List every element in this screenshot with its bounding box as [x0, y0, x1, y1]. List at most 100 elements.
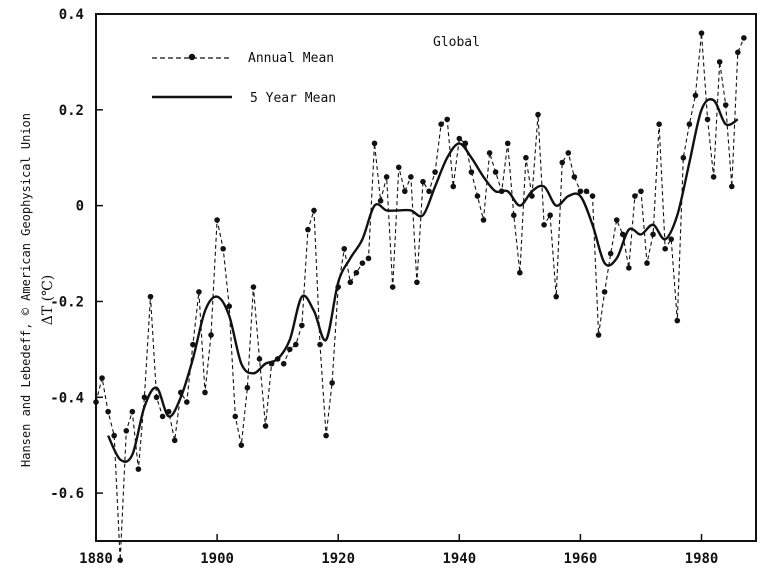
- annual-mean-point: [577, 188, 584, 195]
- annual-mean-point: [692, 92, 699, 99]
- annual-mean-point: [196, 289, 202, 295]
- annual-mean-point: [728, 183, 735, 190]
- y-axis-credit: Hansen and Lebedeff, © American Geophysi…: [19, 113, 33, 467]
- annual-mean-point: [377, 198, 384, 204]
- annual-mean-point: [619, 231, 626, 238]
- annual-mean-point: [523, 154, 529, 161]
- annual-mean-point: [135, 466, 142, 472]
- annual-mean-point: [420, 178, 426, 185]
- y-tick-label: 0.4: [59, 7, 84, 23]
- annual-mean-line: [95, 33, 745, 561]
- annual-mean-point: [111, 432, 117, 439]
- annual-mean-point: [123, 428, 130, 434]
- annual-mean-point: [601, 289, 608, 295]
- annual-mean-point: [432, 169, 438, 175]
- annual-mean-point: [317, 341, 323, 348]
- annual-mean-point: [389, 284, 396, 290]
- annual-mean-point: [517, 269, 523, 276]
- annual-mean-point: [704, 116, 711, 123]
- x-tick-label: 1920: [321, 551, 355, 567]
- annual-mean-point: [510, 212, 517, 219]
- annual-mean-point: [256, 356, 263, 362]
- annual-mean-point: [190, 341, 196, 348]
- annual-mean-point: [147, 293, 154, 300]
- annual-mean-point: [341, 245, 348, 252]
- annual-mean-point: [450, 183, 457, 190]
- annual-mean-point: [638, 188, 644, 195]
- annual-mean-point: [716, 59, 723, 65]
- annual-mean-point: [262, 423, 269, 429]
- annual-mean-point: [214, 217, 220, 223]
- annual-mean-point: [710, 174, 717, 180]
- annual-mean-point: [286, 346, 293, 353]
- annual-mean-point: [595, 332, 602, 338]
- annual-mean-point: [311, 207, 317, 214]
- x-tick-label: 1940: [442, 551, 476, 567]
- annual-mean-point: [680, 154, 687, 161]
- annual-mean-point: [99, 375, 105, 381]
- annual-mean-point: [141, 394, 148, 401]
- annual-mean-point: [238, 442, 245, 448]
- annual-mean-point: [547, 212, 553, 219]
- five-year-mean-series: [107, 98, 739, 463]
- legend-annual-dot: [188, 53, 196, 61]
- annual-mean-point: [153, 394, 160, 401]
- annual-mean-point: [299, 322, 305, 329]
- y-tick-label: -0.4: [50, 390, 84, 406]
- legend: Annual Mean 5 Year Mean: [152, 51, 336, 106]
- annual-mean-point: [395, 164, 402, 171]
- annual-mean-point: [208, 332, 214, 338]
- y-axis-ticks: 0.4 0.2 0 -0.2 -0.4 -0.6: [50, 7, 103, 502]
- annual-mean-point: [559, 159, 566, 166]
- annual-mean-point: [438, 121, 444, 127]
- annual-mean-point: [117, 557, 124, 563]
- annual-mean-point: [632, 193, 638, 199]
- annual-mean-point: [662, 245, 668, 252]
- annual-mean-point: [426, 188, 432, 195]
- x-tick-label: 1960: [564, 551, 598, 567]
- annual-mean-point: [280, 360, 287, 367]
- annual-mean-point: [220, 245, 226, 252]
- annual-mean-point: [741, 35, 747, 41]
- annual-mean-point: [674, 317, 681, 324]
- annual-mean-point: [414, 279, 420, 286]
- annual-mean-point: [408, 174, 414, 180]
- annual-mean-point: [468, 169, 475, 175]
- annual-mean-point: [589, 193, 596, 199]
- annual-mean-point: [444, 116, 450, 123]
- y-tick-label: 0.2: [59, 103, 84, 119]
- annual-mean-point: [293, 341, 299, 348]
- annual-mean-point: [492, 169, 499, 175]
- y-tick-label: 0: [76, 199, 84, 215]
- annual-mean-point: [668, 236, 675, 242]
- y-tick-label: -0.2: [50, 294, 84, 310]
- y-tick-label: -0.6: [50, 486, 84, 502]
- annual-mean-point: [613, 217, 620, 223]
- annual-mean-point: [722, 102, 729, 108]
- annual-mean-point: [686, 121, 693, 127]
- annual-mean-point: [402, 188, 408, 195]
- annual-mean-point: [462, 140, 469, 147]
- annual-mean-point: [474, 193, 481, 199]
- annual-mean-point: [583, 188, 590, 195]
- annual-mean-point: [650, 231, 656, 238]
- annual-mean-point: [171, 437, 178, 444]
- annual-mean-point: [226, 303, 233, 310]
- annual-mean-point: [735, 49, 741, 56]
- annual-mean-point: [607, 250, 614, 257]
- annual-mean-point: [480, 217, 487, 223]
- annual-mean-point: [565, 150, 572, 156]
- annual-mean-point: [535, 111, 541, 118]
- annual-mean-point: [105, 408, 111, 415]
- annual-mean-point: [371, 140, 378, 147]
- annual-mean-point: [329, 380, 335, 386]
- annual-mean-point: [353, 269, 360, 276]
- y-axis-label: ΔT (℃): [40, 275, 56, 325]
- annual-mean-point: [202, 389, 208, 396]
- annual-mean-point: [656, 121, 662, 127]
- annual-mean-point: [359, 260, 366, 266]
- annual-mean-point: [244, 384, 251, 391]
- annual-mean-point: [383, 174, 390, 180]
- annual-mean-point: [250, 284, 257, 290]
